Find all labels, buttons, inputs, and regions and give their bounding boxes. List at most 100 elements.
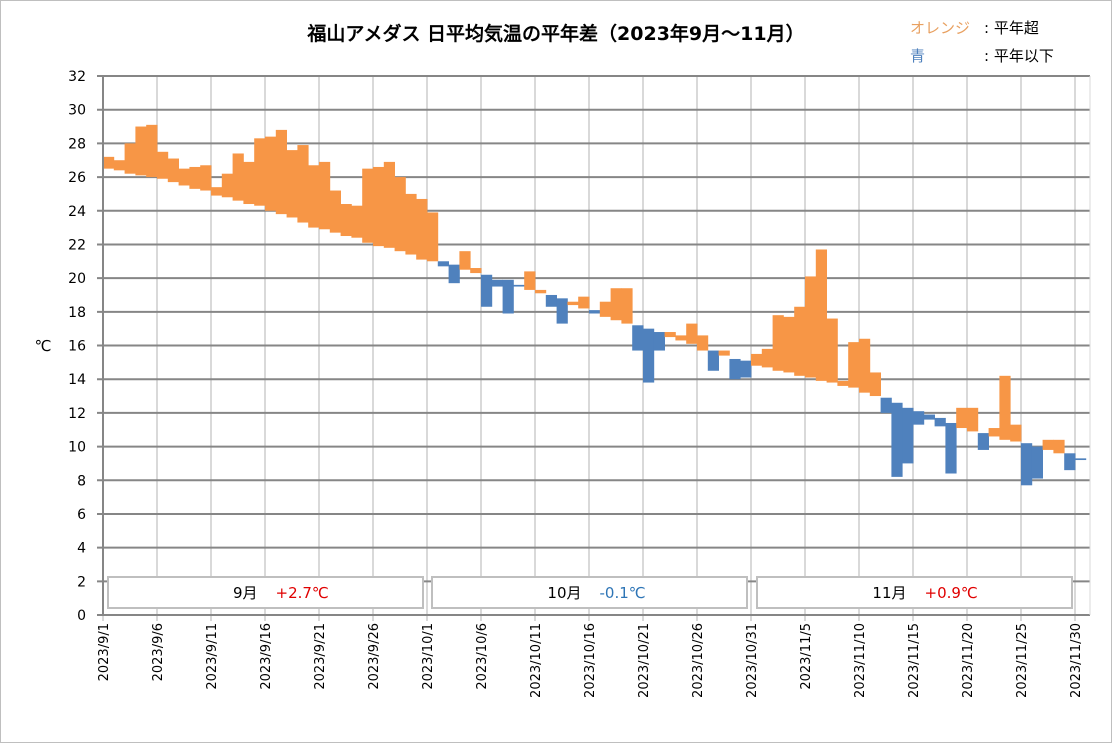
axes: 2023/9/1 2023/9/6 2023/9/11 2023/9/16 2023/9… <box>68 69 1091 698</box>
y-tick-label: 2 <box>77 574 86 590</box>
x-tick-label: 2023/9/21 <box>313 623 328 690</box>
bar-below-normal <box>589 310 601 314</box>
y-tick-label: 8 <box>77 473 86 489</box>
bar-below-normal <box>923 414 935 420</box>
month-label: 11月 <box>872 584 906 602</box>
month-anomaly-value: -0.1℃ <box>600 584 646 602</box>
bar-above-normal <box>956 407 968 429</box>
x-tick-label: 2023/11/30 <box>1069 623 1084 698</box>
y-tick-label: 22 <box>68 237 86 253</box>
y-tick-label: 12 <box>68 406 86 422</box>
y-tick-label: 26 <box>68 170 86 186</box>
bar-above-normal <box>297 145 309 223</box>
x-tick-label: 2023/11/20 <box>961 623 976 698</box>
bar-above-normal <box>826 318 838 383</box>
bar-above-normal <box>675 335 687 341</box>
bar-above-normal <box>265 136 277 211</box>
bar-above-normal <box>383 161 395 248</box>
bar-below-normal <box>707 350 719 371</box>
bar-below-normal <box>740 360 752 378</box>
bar-above-normal <box>146 124 158 178</box>
grid <box>97 75 1090 621</box>
bar-below-normal <box>643 328 655 383</box>
month-anomaly-value: +0.9℃ <box>925 584 978 602</box>
bar-above-normal <box>200 165 212 191</box>
bar-below-normal <box>481 274 493 307</box>
bar-above-normal <box>697 335 709 351</box>
bar-above-normal <box>718 350 730 356</box>
bar-above-normal <box>761 348 773 368</box>
bar-above-normal <box>243 161 255 205</box>
legend-above-text: : 平年超 <box>984 19 1039 37</box>
bar-below-normal <box>448 264 460 284</box>
month-summary-box: 10月 -0.1℃ <box>431 576 748 609</box>
bar-below-normal <box>1075 458 1087 461</box>
chart-title: 福山アメダス 日平均気温の平年差（2023年9月～11月） <box>306 22 804 45</box>
bar-above-normal <box>167 158 179 183</box>
bar-above-normal <box>427 212 439 262</box>
bar-above-normal <box>794 306 806 376</box>
bar-above-normal <box>459 251 471 270</box>
bar-below-normal <box>502 279 514 314</box>
x-tick-label: 2023/9/1 <box>97 623 112 681</box>
x-tick-label: 2023/11/25 <box>1015 623 1030 698</box>
x-tick-label: 2023/10/21 <box>637 623 652 698</box>
bar-above-normal <box>848 342 860 388</box>
bar-above-normal <box>319 161 331 230</box>
bar-below-normal <box>934 417 946 427</box>
bar-below-normal <box>945 422 957 474</box>
y-tick-label: 6 <box>77 507 86 523</box>
bar-below-normal <box>545 294 557 307</box>
bar-above-normal <box>610 288 622 321</box>
bar-below-normal <box>913 411 925 425</box>
bar-below-normal <box>1031 446 1043 479</box>
bar-above-normal <box>815 249 827 381</box>
bar-above-normal <box>113 160 125 171</box>
y-tick-label: 0 <box>77 608 86 624</box>
bar-above-normal <box>1042 439 1054 450</box>
bar-above-normal <box>275 129 287 215</box>
y-tick-label: 28 <box>68 136 86 152</box>
bar-above-normal <box>254 138 266 206</box>
bar-above-normal <box>621 288 633 324</box>
bar-above-normal <box>967 407 979 432</box>
bar-above-normal <box>988 428 1000 437</box>
x-tick-label: 2023/10/26 <box>691 623 706 698</box>
y-tick-label: 30 <box>68 103 86 119</box>
bar-below-normal <box>632 325 644 351</box>
bar-above-normal <box>751 353 763 366</box>
bar-above-normal <box>308 165 320 228</box>
month-box-border <box>756 576 1073 609</box>
bar-above-normal <box>783 316 795 373</box>
bar-above-normal <box>859 338 871 393</box>
legend-above-key: オレンジ <box>910 19 970 37</box>
bar-above-normal <box>869 372 881 397</box>
bar-below-normal <box>1021 443 1033 486</box>
bar-above-normal <box>340 204 352 237</box>
x-tick-label: 2023/10/1 <box>421 623 436 690</box>
bar-below-normal <box>513 284 525 287</box>
x-tick-label: 2023/10/6 <box>475 623 490 690</box>
x-tick-label: 2023/9/11 <box>205 623 220 690</box>
month-summaries: 9月 +2.7℃ 10月 -0.1℃ 11月 +0.9℃ <box>107 576 1073 609</box>
bar-above-normal <box>470 268 482 274</box>
bar-above-normal <box>1010 424 1022 442</box>
x-tick-label: 2023/10/16 <box>583 623 598 698</box>
bar-above-normal <box>999 375 1011 440</box>
bar-above-normal <box>772 315 784 371</box>
bar-above-normal <box>124 143 136 174</box>
bar-below-normal <box>880 397 892 413</box>
bar-above-normal <box>178 168 190 186</box>
bar-above-normal <box>157 151 169 179</box>
bar-above-normal <box>135 126 147 176</box>
bar-below-normal <box>556 298 568 324</box>
bar-below-normal <box>491 279 503 287</box>
y-tick-label: 20 <box>68 271 86 287</box>
bar-above-normal <box>329 190 341 233</box>
bar-above-normal <box>103 156 115 169</box>
bar-below-normal <box>437 261 449 267</box>
bar-above-normal <box>232 153 244 201</box>
bar-below-normal <box>729 358 741 380</box>
bar-above-normal <box>599 301 611 317</box>
